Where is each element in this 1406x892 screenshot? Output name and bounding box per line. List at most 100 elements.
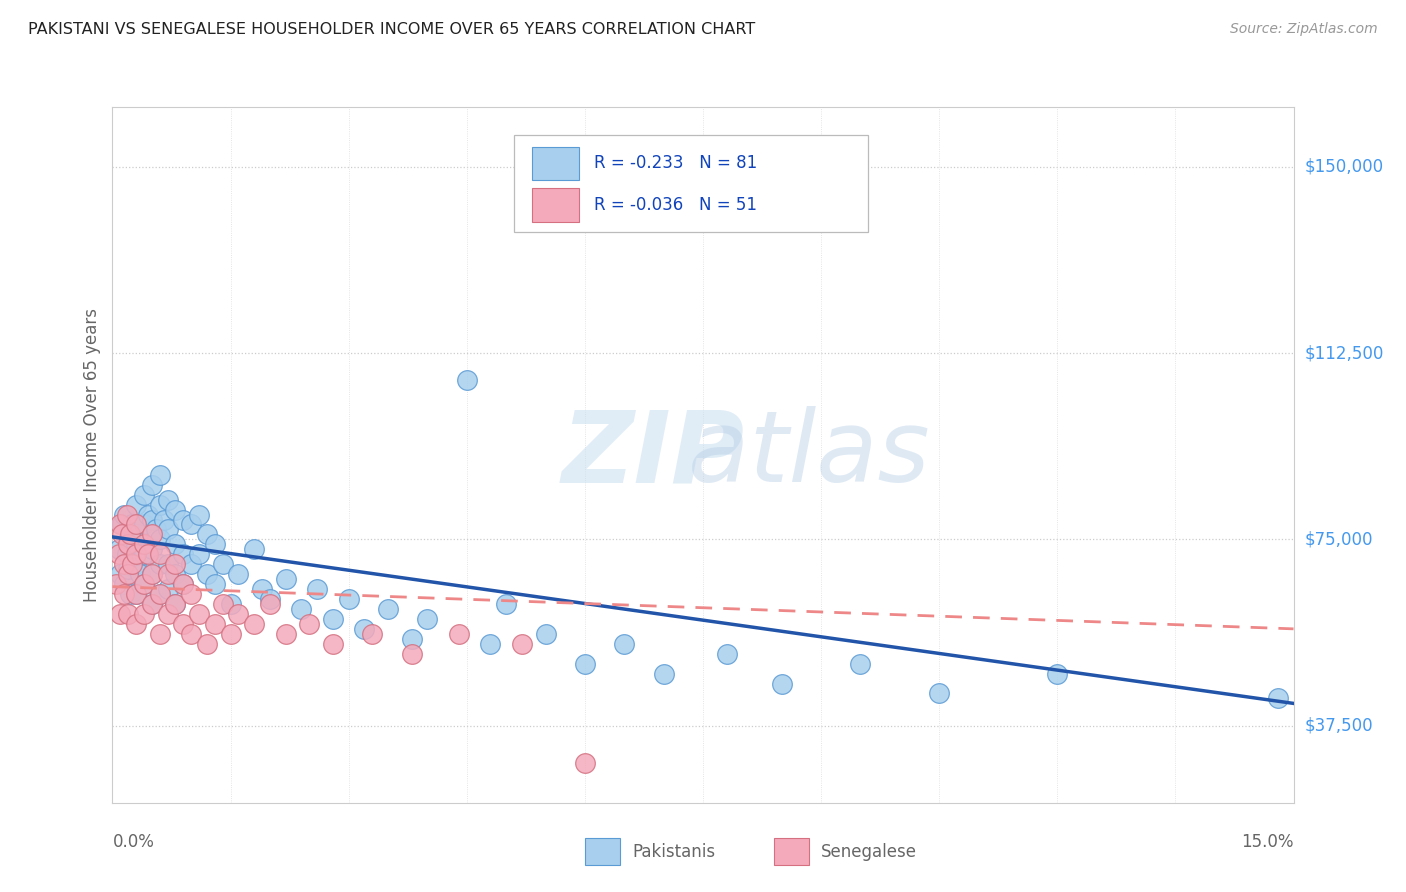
Bar (531, 146, 579, 180)
Point (132, 537, 155, 551)
Point (172, 577, 194, 591)
Point (770, 676, 793, 690)
Point (928, 686, 950, 700)
Point (574, 657, 596, 671)
Point (121, 558, 143, 572)
Point (416, 612, 439, 626)
Point (149, 498, 172, 512)
Point (495, 597, 517, 611)
Point (228, 607, 250, 621)
Point (132, 517, 155, 532)
Point (165, 567, 187, 582)
Point (290, 602, 312, 616)
Point (156, 582, 179, 596)
Point (613, 637, 636, 651)
Point (141, 542, 163, 557)
Point (125, 558, 148, 572)
Point (145, 523, 167, 537)
Point (716, 647, 738, 661)
Point (125, 547, 148, 561)
Point (125, 587, 148, 601)
Point (377, 602, 399, 616)
Point (204, 616, 226, 631)
Point (110, 607, 132, 621)
Point (361, 627, 384, 641)
Point (172, 577, 194, 591)
Point (156, 607, 179, 621)
Point (180, 627, 202, 641)
Point (125, 517, 148, 532)
Point (129, 567, 152, 582)
Point (172, 547, 194, 561)
Point (125, 537, 148, 551)
Point (125, 498, 148, 512)
Point (195, 527, 218, 541)
Point (259, 592, 281, 607)
Point (1267, 691, 1289, 706)
Point (115, 508, 138, 522)
Point (117, 562, 139, 576)
Point (117, 567, 139, 582)
Point (136, 547, 159, 561)
Text: 15.0%: 15.0% (1241, 833, 1294, 851)
FancyBboxPatch shape (515, 135, 869, 232)
Point (115, 547, 138, 561)
Point (534, 627, 557, 641)
Point (156, 567, 179, 582)
Point (149, 627, 172, 641)
Point (112, 587, 135, 601)
Text: $75,000: $75,000 (1305, 531, 1374, 549)
Point (118, 527, 141, 541)
Text: Source: ZipAtlas.com: Source: ZipAtlas.com (1230, 22, 1378, 37)
Bar (585, 838, 620, 865)
Point (125, 587, 148, 601)
Point (132, 488, 155, 502)
Text: 0.0%: 0.0% (112, 833, 155, 851)
Y-axis label: Householder Income Over 65 years: Householder Income Over 65 years (83, 308, 101, 602)
Text: Pakistanis: Pakistanis (633, 843, 716, 861)
Text: Senegalese: Senegalese (821, 843, 917, 861)
Point (849, 657, 872, 671)
Point (274, 572, 297, 586)
Point (447, 627, 470, 641)
Point (105, 577, 128, 591)
Point (110, 517, 132, 532)
Point (322, 637, 344, 651)
Point (211, 558, 233, 572)
Point (149, 587, 172, 601)
Text: ZIP: ZIP (561, 407, 744, 503)
Point (574, 756, 596, 770)
Point (353, 622, 375, 636)
Point (117, 533, 139, 547)
Point (132, 547, 155, 561)
Point (112, 558, 135, 572)
Point (259, 597, 281, 611)
Point (298, 616, 321, 631)
Text: R = -0.036   N = 51: R = -0.036 N = 51 (595, 196, 758, 214)
Point (172, 616, 194, 631)
Point (165, 597, 187, 611)
Point (111, 517, 134, 532)
Text: PAKISTANI VS SENEGALESE HOUSEHOLDER INCOME OVER 65 YEARS CORRELATION CHART: PAKISTANI VS SENEGALESE HOUSEHOLDER INCO… (28, 22, 755, 37)
Text: $150,000: $150,000 (1305, 158, 1384, 176)
Point (228, 567, 250, 582)
Text: atlas: atlas (561, 407, 929, 503)
Point (141, 597, 163, 611)
Point (149, 587, 172, 601)
Point (165, 597, 187, 611)
Point (652, 666, 675, 681)
Point (117, 537, 139, 551)
Point (188, 508, 211, 522)
Point (195, 637, 218, 651)
Point (149, 547, 172, 561)
Point (132, 577, 155, 591)
Point (125, 616, 148, 631)
Point (195, 567, 218, 582)
Point (132, 607, 155, 621)
Point (211, 597, 233, 611)
Point (152, 512, 174, 526)
Point (188, 607, 211, 621)
Point (180, 517, 202, 532)
Point (156, 523, 179, 537)
Text: R = -0.233   N = 81: R = -0.233 N = 81 (595, 154, 758, 172)
